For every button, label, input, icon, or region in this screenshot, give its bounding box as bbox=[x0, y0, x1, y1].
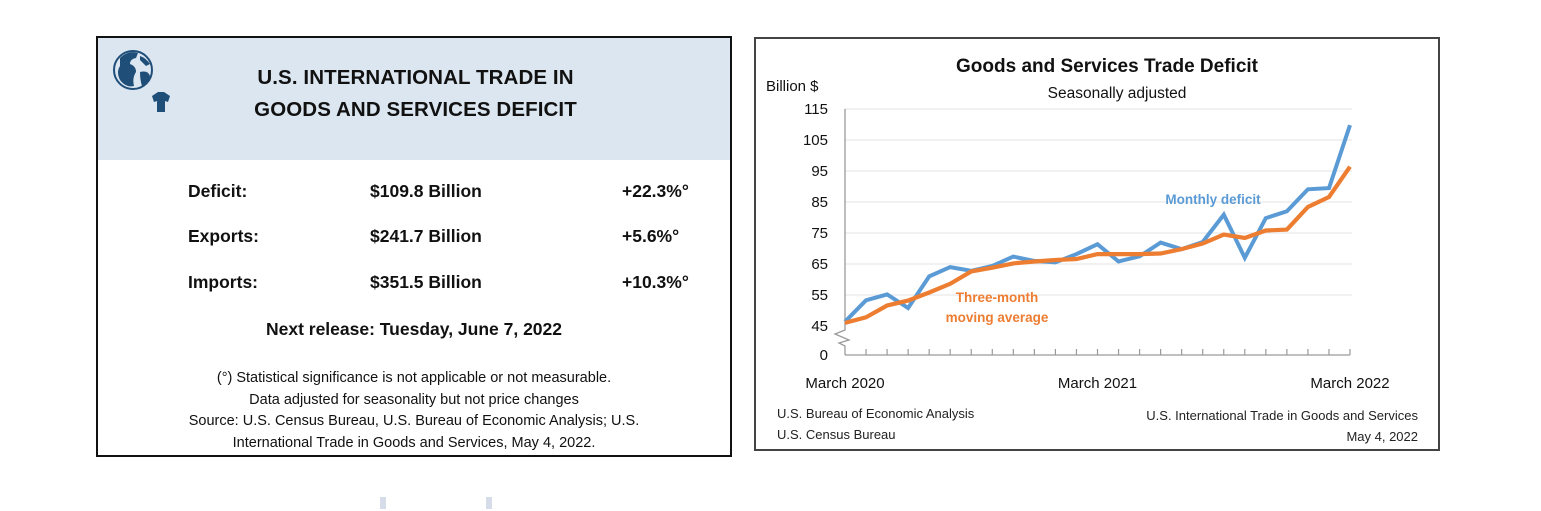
chart-panel: Goods and Services Trade Deficit Seasona… bbox=[754, 37, 1440, 451]
x-tick-label: March 2022 bbox=[1310, 375, 1389, 392]
y-tick-label: 75 bbox=[811, 225, 828, 242]
y-tick-label: 85 bbox=[811, 194, 828, 211]
y-tick-label: 55 bbox=[811, 287, 828, 304]
y-tick-label: 45 bbox=[811, 318, 828, 335]
footer-publication: U.S. International Trade in Goods and Se… bbox=[1146, 408, 1418, 423]
cropped-text-fragment bbox=[380, 497, 386, 509]
y-tick-label: 65 bbox=[811, 256, 828, 273]
footer-source-census: U.S. Census Bureau bbox=[777, 427, 896, 442]
x-tick-label: March 2020 bbox=[805, 375, 884, 392]
y-tick-label: 115 bbox=[804, 101, 828, 118]
chart-title: Goods and Services Trade Deficit bbox=[956, 56, 1259, 77]
monthly-deficit-label: Monthly deficit bbox=[1165, 192, 1261, 207]
y-tick-label: 0 bbox=[820, 347, 828, 364]
monthly-deficit-line bbox=[845, 125, 1350, 322]
moving-average-label-line1: Three-month bbox=[956, 290, 1039, 305]
moving-average-label-line2: moving average bbox=[946, 310, 1049, 325]
cropped-text-fragment bbox=[486, 497, 492, 509]
chart-subtitle: Seasonally adjusted bbox=[1048, 85, 1187, 102]
footer-source-bea: U.S. Bureau of Economic Analysis bbox=[777, 406, 975, 421]
footer-date: May 4, 2022 bbox=[1346, 429, 1418, 444]
y-tick-label: 105 bbox=[803, 132, 828, 149]
y-axis-label: Billion $ bbox=[766, 78, 819, 95]
y-tick-label: 95 bbox=[811, 163, 828, 180]
x-tick-label: March 2021 bbox=[1058, 375, 1137, 392]
